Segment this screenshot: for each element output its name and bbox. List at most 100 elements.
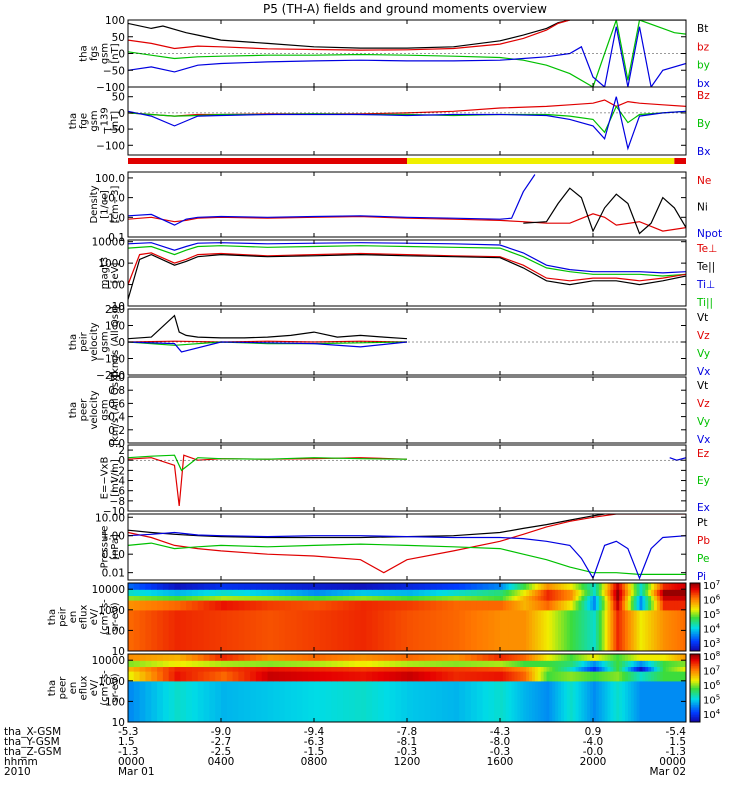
heatmap-cell <box>360 666 367 672</box>
heatmap-cell <box>604 680 609 722</box>
heatmap-cell <box>366 666 373 672</box>
heatmap-cell <box>209 660 216 667</box>
heatmap-cell <box>587 680 591 722</box>
heatmap-cell <box>674 680 678 722</box>
heatmap-cell <box>453 680 460 722</box>
heatmap-cell <box>244 609 251 651</box>
heatmap-cell <box>630 583 635 590</box>
heatmap-cell <box>511 671 516 682</box>
heatmap-cell <box>668 666 673 672</box>
heatmap-cell <box>180 671 187 682</box>
heatmap-cell <box>505 583 510 590</box>
heatmap-cell <box>558 660 562 667</box>
heatmap-cell <box>401 600 408 611</box>
colorbar-label: 104 <box>703 623 721 636</box>
y-tick-label: 10000 <box>92 584 125 596</box>
colorbar-cell <box>690 600 700 603</box>
y-tick-label: 1.00 <box>102 531 125 543</box>
heatmap-cell <box>651 595 655 601</box>
heatmap-cell <box>470 671 478 682</box>
heatmap-cell <box>389 595 396 601</box>
heatmap-cell <box>514 600 518 611</box>
heatmap-cell <box>226 600 234 611</box>
heatmap-cell <box>354 680 362 722</box>
heatmap-cell <box>581 600 585 611</box>
heatmap-cell <box>197 671 205 682</box>
heatmap-cell <box>250 680 257 722</box>
heatmap-cell <box>555 600 559 611</box>
colorbar-cell <box>690 689 700 692</box>
heatmap-cell <box>502 654 507 661</box>
heatmap-cell <box>494 671 501 682</box>
colorbar-frame <box>689 653 701 723</box>
heatmap-cell <box>273 680 280 722</box>
heatmap-cell <box>482 609 489 651</box>
legend-entry: Pi <box>697 571 706 583</box>
heatmap-cell <box>348 583 356 590</box>
y-tick-label: 0 <box>118 337 125 349</box>
x-row-label: tha_X-GSM <box>4 726 61 738</box>
heatmap-cell <box>532 680 536 722</box>
heatmap-cell <box>319 583 327 590</box>
heatmap-cell <box>447 680 455 722</box>
heatmap-cell <box>534 583 539 590</box>
heatmap-cell <box>552 654 556 661</box>
heatmap-cell <box>642 589 646 596</box>
heatmap-cell <box>401 680 408 722</box>
y-axis-label: [km/s (All Qs)] <box>110 374 121 446</box>
heatmap-cell <box>656 583 661 590</box>
heatmap-cell <box>482 600 489 611</box>
heatmap-cell <box>221 666 228 672</box>
heatmap-cell <box>645 589 649 596</box>
heatmap-cell <box>296 589 303 596</box>
heatmap-cell <box>593 671 597 682</box>
heatmap-cell <box>279 589 286 596</box>
heatmap-cell <box>319 671 327 682</box>
colorbar-cell <box>690 657 700 660</box>
heatmap-cell <box>494 595 501 601</box>
heatmap-cell <box>575 660 580 667</box>
heatmap-cell <box>151 609 158 651</box>
heatmap-cell <box>502 589 507 596</box>
heatmap-cell <box>659 680 664 722</box>
heatmap-cell <box>566 600 571 611</box>
heatmap-cell <box>418 583 425 590</box>
heatmap-cell <box>569 680 574 722</box>
heatmap-cell <box>610 583 614 590</box>
heatmap-cell <box>151 589 158 596</box>
heatmap-cell <box>430 595 437 601</box>
heatmap-cell <box>401 609 408 651</box>
heatmap-cell <box>575 671 580 682</box>
legend-entry: by <box>697 60 710 72</box>
heatmap-cell <box>534 654 539 661</box>
heatmap-cell <box>578 583 582 590</box>
heatmap-cell <box>459 583 466 590</box>
heatmap-cell <box>529 671 533 682</box>
heatmap-cell <box>581 589 585 596</box>
heatmap-cell <box>407 589 414 596</box>
heatmap-cell <box>613 589 617 596</box>
heatmap-cell <box>662 583 667 590</box>
heatmap-cell <box>395 609 402 651</box>
heatmap-cell <box>377 654 385 661</box>
heatmap-cell <box>459 680 466 722</box>
heatmap-cell <box>343 680 350 722</box>
heatmap-cell <box>598 660 603 667</box>
y-tick-label: −50 <box>103 65 125 77</box>
heatmap-cell <box>348 609 356 651</box>
legend-entry: Vz <box>697 398 710 410</box>
heatmap-cell <box>157 671 164 682</box>
heatmap-cell <box>447 583 455 590</box>
heatmap-cell <box>578 595 582 601</box>
panel-frame <box>127 171 687 238</box>
heatmap-cell <box>616 666 620 672</box>
x-row-label: hhmm <box>4 756 38 768</box>
heatmap-cell <box>476 589 484 596</box>
heatmap-cell <box>238 666 245 672</box>
heatmap-cell <box>488 583 495 590</box>
heatmap-cell <box>581 595 585 601</box>
heatmap-cell <box>558 680 562 722</box>
heatmap-cell <box>232 589 239 596</box>
heatmap-cell <box>244 583 251 590</box>
heatmap-cell <box>162 671 170 682</box>
